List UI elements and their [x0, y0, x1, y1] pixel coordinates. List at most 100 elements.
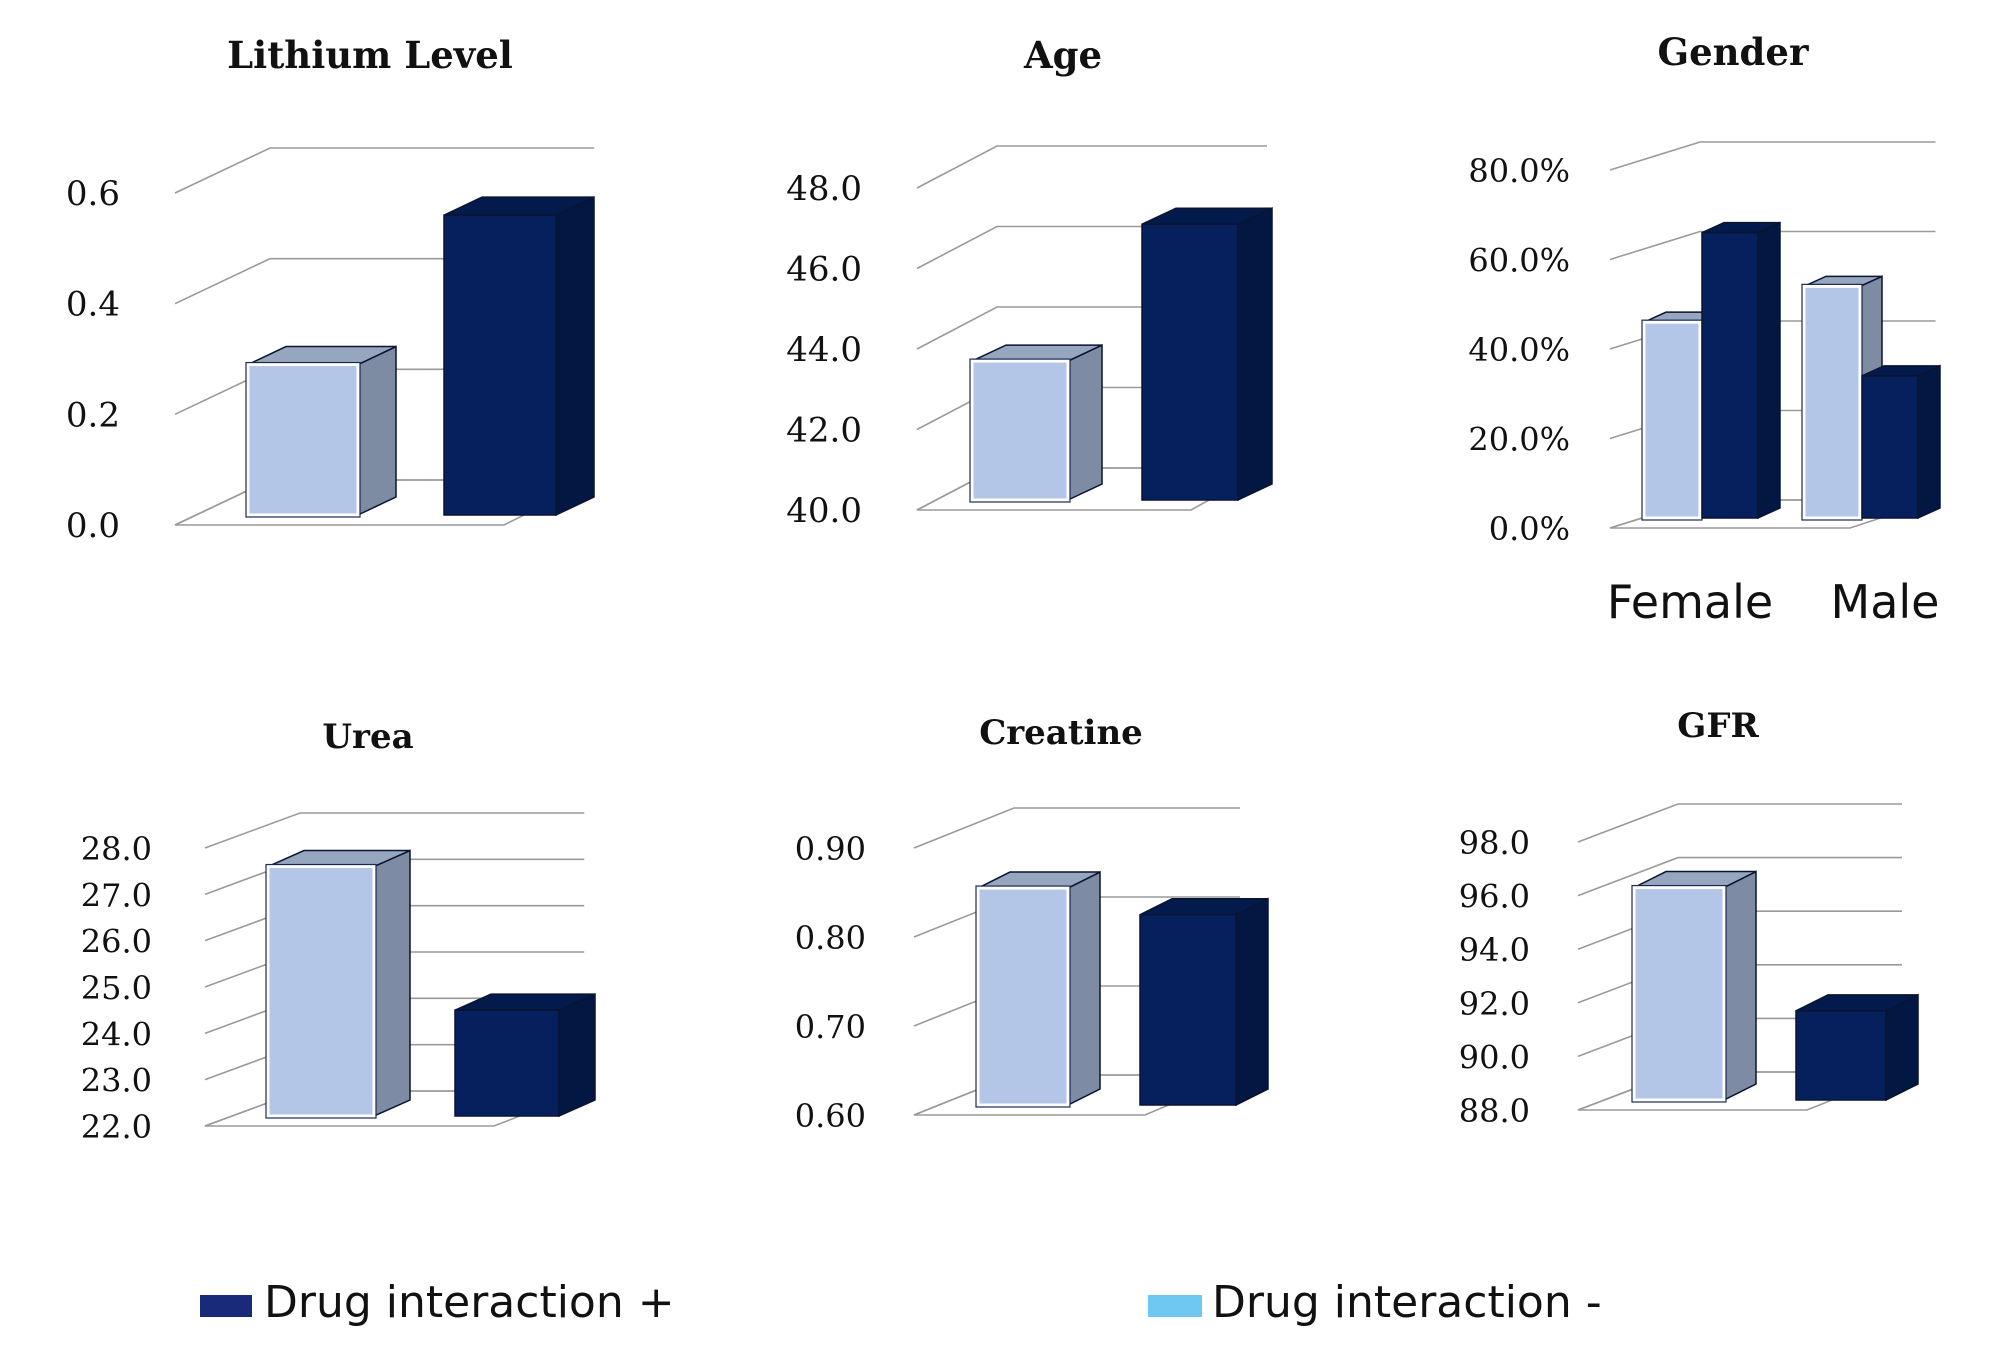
- age-tick-label: 44.0: [786, 330, 862, 370]
- lithium-bar-front: [246, 363, 360, 517]
- urea-bar-positive: [454, 993, 596, 1118]
- creatine-gridline: [913, 807, 1240, 849]
- age-tick-label: 46.0: [786, 250, 862, 290]
- age-bar-positive: [1141, 207, 1273, 502]
- urea-tick-label: 26.0: [81, 923, 152, 961]
- creatine-bar-positive: [1139, 897, 1269, 1107]
- gender-gridline: [1609, 141, 1936, 171]
- urea-bar-negative: [265, 849, 411, 1119]
- urea-tick-label: 23.0: [81, 1062, 152, 1100]
- creatine-chart: 0.60 0.70 0.80 0.90 Creatine: [795, 713, 1269, 1135]
- urea-chart: 22.0 23.0 24.0 25.0 26.0 27.0 28.0 Urea: [81, 717, 596, 1146]
- gfr-gridline: [1577, 856, 1902, 897]
- urea-bar-side: [373, 849, 411, 1118]
- legend: Drug interaction + Drug interaction -: [200, 1277, 1602, 1328]
- gender-tick-label: 0.0%: [1489, 510, 1570, 548]
- lithium-bar-side: [357, 345, 397, 517]
- gfr-tick-label: 94.0: [1459, 931, 1530, 969]
- age-bar-side: [1237, 207, 1273, 502]
- lithium-bar-side: [555, 195, 595, 517]
- lithium-bar-positive: [443, 195, 595, 517]
- age-bar-front: [970, 359, 1070, 502]
- age-bar-front: [1141, 223, 1239, 501]
- urea-bar-front: [266, 865, 376, 1118]
- gender-gridline: [1609, 230, 1936, 261]
- age-tick-label: 42.0: [786, 411, 862, 451]
- creatine-title: Creatine: [979, 713, 1143, 753]
- urea-tick-label: 27.0: [81, 876, 152, 914]
- gender-tick-label: 20.0%: [1468, 421, 1570, 459]
- gfr-bar-negative: [1631, 870, 1757, 1103]
- gfr-tick-label: 96.0: [1459, 878, 1530, 916]
- creatine-bar-side: [1235, 897, 1269, 1107]
- urea-bar-front: [454, 1009, 560, 1117]
- lithium-chart: 0.0 0.2 0.4 0.6 Lithium Level: [66, 33, 595, 546]
- age-bar-side: [1067, 343, 1103, 502]
- gfr-bar-outline: [1631, 884, 1727, 1103]
- age-bar-negative: [969, 343, 1103, 503]
- gender-tick-label: 80.0%: [1468, 152, 1570, 190]
- gfr-bar-side: [1723, 870, 1757, 1102]
- gender-tick-label: 60.0%: [1468, 242, 1570, 280]
- creatine-bar-front: [976, 886, 1070, 1107]
- lithium-gridline: [174, 147, 595, 194]
- gender-bar-side: [1757, 221, 1781, 520]
- gender-category-label: Male: [1831, 575, 1940, 629]
- age-gridline: [916, 145, 1267, 189]
- chart-panels: 0.0 0.2 0.4 0.6 Lithium Level 40.0 42.0 44.0 46.…: [66, 30, 1941, 1146]
- gfr-bar-front: [1795, 1010, 1887, 1101]
- creatine-bar-negative: [975, 870, 1101, 1108]
- lithium-tick-label: 0.0: [66, 506, 120, 546]
- creatine-tick-label: 0.90: [795, 830, 866, 868]
- age-tick-label: 48.0: [786, 169, 862, 209]
- urea-bar-outline: [265, 863, 377, 1119]
- lithium-bar-negative: [245, 345, 397, 518]
- lithium-bar-front: [443, 214, 557, 516]
- gfr-tick-label: 92.0: [1459, 985, 1530, 1023]
- creatine-bar-outline: [975, 885, 1071, 1108]
- urea-gridline: [204, 812, 585, 849]
- legend-label-positive: Drug interaction +: [264, 1277, 675, 1328]
- creatine-tick-label: 0.60: [795, 1097, 866, 1135]
- gender-bar-positive-female: [1701, 221, 1781, 520]
- urea-title: Urea: [322, 717, 413, 757]
- legend-label-negative: Drug interaction -: [1212, 1277, 1602, 1328]
- creatine-bar-front: [1139, 914, 1237, 1106]
- gfr-title: GFR: [1677, 706, 1759, 746]
- lithium-tick-label: 0.6: [66, 174, 120, 214]
- lithium-bar-outline: [245, 361, 361, 518]
- urea-tick-label: 28.0: [81, 830, 152, 868]
- gender-chart: 0.0% 20.0% 40.0% 60.0% 80.0% Female Male Gender: [1468, 30, 1941, 629]
- creatine-tick-label: 0.70: [795, 1008, 866, 1046]
- urea-tick-label: 24.0: [81, 1015, 152, 1053]
- age-title: Age: [1023, 33, 1102, 77]
- lithium-title: Lithium Level: [227, 33, 513, 77]
- gender-bar-front: [1642, 320, 1702, 520]
- gfr-bar-side: [1885, 993, 1919, 1102]
- gfr-tick-label: 98.0: [1459, 824, 1530, 862]
- legend-swatch-negative: [1148, 1295, 1202, 1317]
- gfr-tick-label: 90.0: [1459, 1038, 1530, 1076]
- gender-tick-label: 40.0%: [1468, 331, 1570, 369]
- creatine-tick-label: 0.80: [795, 919, 866, 957]
- urea-tick-label: 25.0: [81, 969, 152, 1007]
- gender-bar-side: [1917, 364, 1941, 520]
- gender-bar-front: [1701, 231, 1759, 519]
- creatine-bar-side: [1067, 870, 1101, 1107]
- gender-bar-positive-male: [1861, 364, 1941, 520]
- gender-bar-front: [1861, 375, 1919, 519]
- lithium-tick-label: 0.4: [66, 285, 120, 325]
- lithium-tick-label: 0.2: [66, 395, 120, 435]
- gender-title: Gender: [1658, 30, 1809, 74]
- urea-tick-label: 22.0: [81, 1108, 152, 1146]
- age-bar-outline: [969, 358, 1071, 503]
- age-tick-label: 40.0: [786, 491, 862, 531]
- legend-swatch-positive: [200, 1295, 252, 1317]
- gfr-tick-label: 88.0: [1459, 1092, 1530, 1130]
- gfr-bar-positive: [1795, 993, 1919, 1102]
- gfr-chart: 88.0 90.0 92.0 94.0 96.0 98.0 GFR: [1459, 706, 1919, 1130]
- gfr-gridline: [1577, 803, 1902, 843]
- age-chart: 40.0 42.0 44.0 46.0 48.0 Age: [786, 33, 1273, 531]
- urea-bar-side: [558, 993, 596, 1118]
